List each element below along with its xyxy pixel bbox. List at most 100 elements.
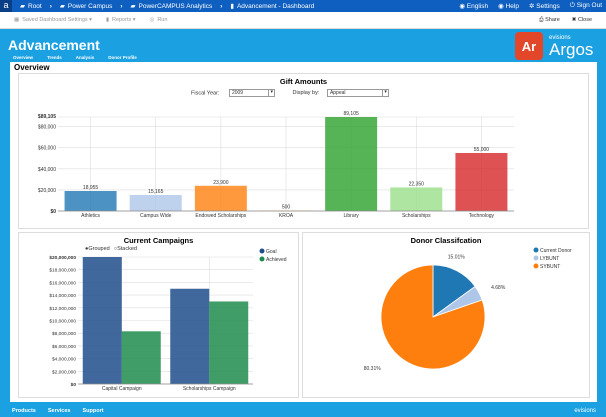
legend-label: Current Donor xyxy=(540,248,572,254)
display-by-select[interactable]: Appeal xyxy=(326,89,389,97)
y-tick-label: $2,000,000 xyxy=(52,369,76,375)
legend-swatch xyxy=(259,248,265,254)
overview-panel: Overview Gift Amounts Fiscal Year: 2009 … xyxy=(10,62,597,402)
legend-swatch xyxy=(533,263,539,269)
data-label: 18,955 xyxy=(83,185,99,191)
campaigns-panel: Current Campaigns ●Grouped ○Stacked $0 $2… xyxy=(18,232,299,398)
document-icon: ▮ xyxy=(230,3,234,10)
gift-amounts-chart: $0 $20,000 $40,000 $60,000 $80,000 $89,105 18,… xyxy=(38,111,514,219)
run-icon: ◎ xyxy=(149,17,155,23)
chart-mode-toggle: ●Grouped ○Stacked xyxy=(85,246,137,252)
tab-analysis[interactable]: Analysis xyxy=(75,55,95,60)
chevron-right-icon: › xyxy=(120,2,123,10)
folder-icon: ▰ xyxy=(130,3,136,10)
grid-icon: ▦ xyxy=(14,17,20,23)
data-label: 15.01% xyxy=(448,255,466,261)
overview-heading: Overview xyxy=(14,63,50,72)
x-tick-label: Technology xyxy=(469,213,495,219)
bar xyxy=(390,187,443,211)
grouped-radio[interactable]: ●Grouped xyxy=(85,246,110,252)
chevron-right-icon: › xyxy=(220,2,223,10)
footer-services[interactable]: Services xyxy=(47,407,71,414)
help-icon: ◉ xyxy=(498,3,506,10)
bar xyxy=(455,152,508,211)
x-tick-label: Library xyxy=(343,213,359,219)
run-button[interactable]: ◎ Run xyxy=(149,17,168,23)
pie-slice xyxy=(432,264,476,318)
language-button[interactable]: ◉ English xyxy=(459,3,489,10)
campaigns-chart: $0 $2,000,000 $4,000,000 $6,000,000 $8,000,0… xyxy=(49,248,287,392)
share-button[interactable]: ⎙ Share xyxy=(539,16,560,23)
y-tick-label: $0 xyxy=(71,382,77,388)
settings-button[interactable]: ✲ Settings xyxy=(528,3,560,10)
close-button[interactable]: ✖ Close xyxy=(571,16,592,23)
y-tick-label: $40,000 xyxy=(38,167,56,173)
app-logo[interactable]: a xyxy=(0,0,12,12)
tab-donor-profile[interactable]: Donor Profile xyxy=(108,55,137,60)
folder-icon: ▰ xyxy=(59,3,65,10)
y-tick-label: $18,000,000 xyxy=(49,268,76,274)
y-tick-label: $80,000 xyxy=(38,125,56,131)
y-tick-label: $16,000,000 xyxy=(49,280,76,286)
chart-title: Current Campaigns xyxy=(123,236,194,245)
y-tick-label: $6,000,000 xyxy=(52,344,76,350)
legend-label: SYBUNT xyxy=(540,264,560,270)
fiscal-year-label: Fiscal Year: xyxy=(191,90,220,97)
page-title: Advancement xyxy=(8,37,100,53)
data-label: 15,165 xyxy=(148,189,164,195)
breadcrumb-dashboard[interactable]: ▮ Advancement - Dashboard xyxy=(230,2,315,11)
stacked-radio[interactable]: ○Stacked xyxy=(113,246,137,252)
chevron-right-icon: › xyxy=(49,2,52,10)
y-tick-label: $60,000 xyxy=(38,146,56,152)
data-label: 23,900 xyxy=(213,180,229,186)
y-tick-label: $0 xyxy=(50,209,56,215)
sign-out-button[interactable]: ⏻ Sign Out xyxy=(569,2,602,9)
y-tick-label: $20,000,000 xyxy=(49,255,76,261)
close-icon: ✖ xyxy=(571,16,578,23)
chart-title: Donor Classifcation xyxy=(410,236,482,245)
y-tick-label: $14,000,000 xyxy=(49,293,76,299)
tab-trends[interactable]: Trends xyxy=(47,55,62,60)
donor-pie-chart: 15.01% 4.68% 80.31% Current Donor LYBUNT SYBU… xyxy=(364,247,572,372)
legend-label: LYBUNT xyxy=(540,256,559,262)
footer: Products Services Support evisions xyxy=(0,404,606,417)
breadcrumb-analytics[interactable]: ▰ PowerCAMPUS Analytics xyxy=(130,2,213,11)
data-label: 500 xyxy=(282,204,291,210)
x-tick-label: KROA xyxy=(279,213,294,219)
data-label: 55,000 xyxy=(474,147,490,153)
chart-title: Gift Amounts xyxy=(279,77,328,86)
legend-swatch xyxy=(533,247,539,253)
display-by-label: Display by: xyxy=(292,90,320,97)
radio-checked-icon: ● xyxy=(85,246,89,252)
brand-small: evisions xyxy=(549,34,571,41)
bar xyxy=(209,301,249,384)
dashboard-tabs: Overview Trends Analysis Donor Profile xyxy=(13,55,137,60)
fiscal-year-select[interactable]: 2009 xyxy=(228,89,275,97)
data-label: 89,105 xyxy=(343,111,359,117)
x-tick-label: Endowed Scholarships xyxy=(195,213,246,219)
footer-products[interactable]: Products xyxy=(12,407,36,414)
x-tick-label: Capital Campaign xyxy=(102,386,142,392)
legend-label: Achieved xyxy=(266,257,287,263)
gift-filters: Fiscal Year: 2009 Display by: Appeal xyxy=(191,89,389,97)
data-label: 4.68% xyxy=(491,285,506,291)
bar xyxy=(170,288,210,384)
footer-support[interactable]: Support xyxy=(82,407,104,414)
bar xyxy=(64,191,117,211)
argos-logo: Ar evisions Argos xyxy=(515,32,593,60)
saved-settings-button[interactable]: ▦ Saved Dashboard Settings ▾ xyxy=(14,17,92,23)
radio-unchecked-icon: ○ xyxy=(113,246,118,252)
gift-amounts-panel: Gift Amounts Fiscal Year: 2009 Display b… xyxy=(18,73,589,229)
y-tick-label: $10,000,000 xyxy=(49,319,76,325)
tab-overview[interactable]: Overview xyxy=(13,55,34,60)
share-icon: ⎙ xyxy=(539,16,546,23)
reports-button[interactable]: ▮ Reports ▾ xyxy=(105,17,136,23)
legend-label: Goal xyxy=(266,249,277,255)
breadcrumb-root[interactable]: ▰ Root xyxy=(20,2,42,11)
power-icon: ⏻ xyxy=(569,2,577,9)
bar xyxy=(82,257,122,384)
breadcrumb-power-campus[interactable]: ▰ Power Campus xyxy=(59,2,113,11)
help-button[interactable]: ◉ Help xyxy=(498,3,519,10)
x-tick-label: Scholarships xyxy=(402,213,431,219)
y-tick-label: $89,105 xyxy=(38,114,56,120)
